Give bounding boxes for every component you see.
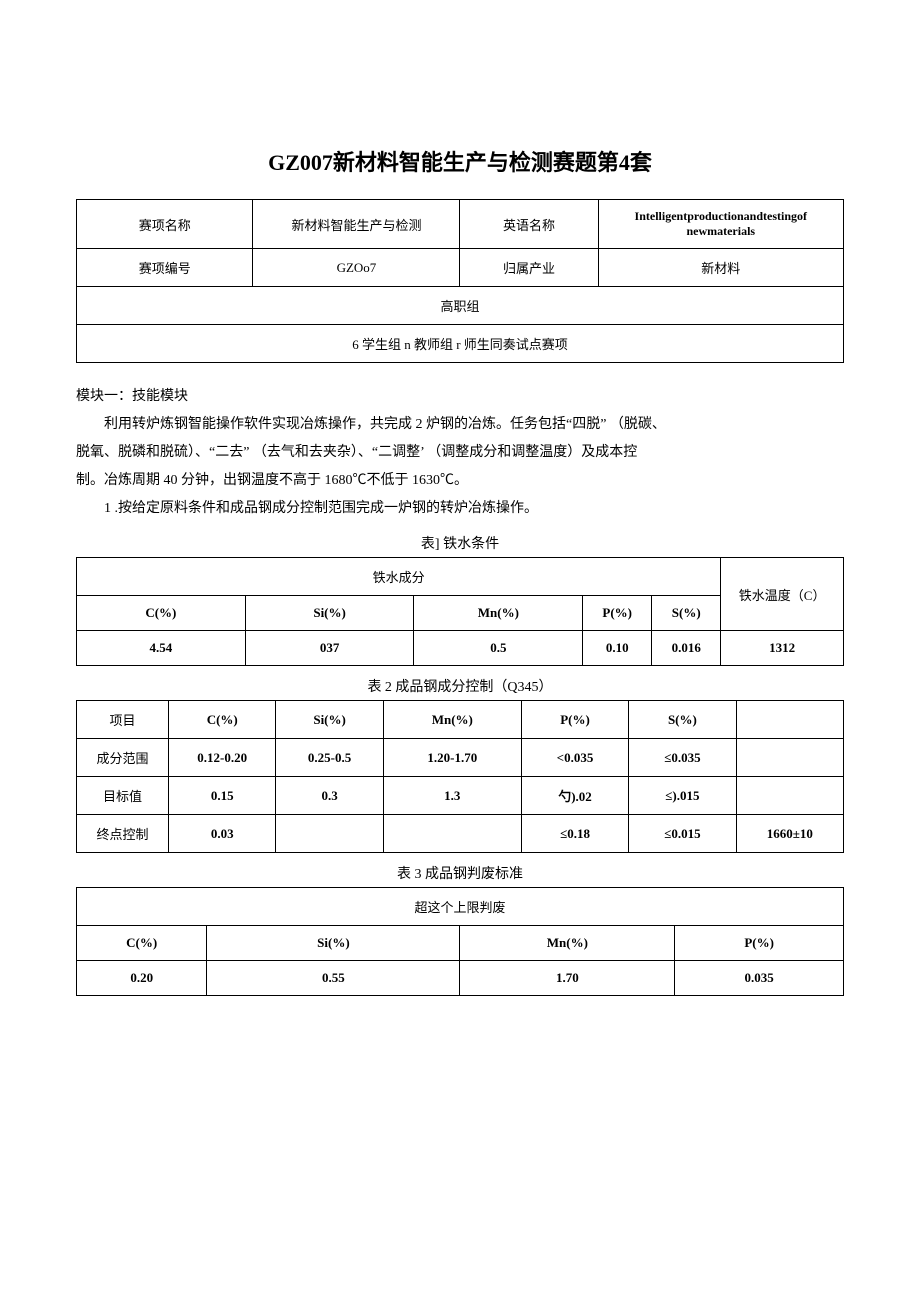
t2-r2c0: 终点控制 bbox=[77, 815, 169, 853]
page-title: GZ007新材料智能生产与检测赛题第4套 bbox=[76, 145, 844, 177]
table1-val-p: 0.10 bbox=[583, 631, 652, 666]
t3-col2: Mn(%) bbox=[460, 926, 675, 961]
t2-col2: Si(%) bbox=[276, 701, 383, 739]
meta-row-1: 赛项名称 新材料智能生产与检测 英语名称 Intelligentproducti… bbox=[77, 200, 844, 249]
item-1: 1 .按给定原料条件和成品钢成分控制范围完成一炉钢的转炉冶炼操作。 bbox=[76, 495, 844, 523]
table3-span-header: 超这个上限判废 bbox=[77, 888, 844, 926]
t3-col3: P(%) bbox=[675, 926, 844, 961]
table1-val-temp: 1312 bbox=[721, 631, 844, 666]
table3-header-row: C(%) Si(%) Mn(%) P(%) bbox=[77, 926, 844, 961]
t2-r1c6 bbox=[736, 777, 843, 815]
t2-col1: C(%) bbox=[169, 701, 276, 739]
t2-col0: 项目 bbox=[77, 701, 169, 739]
t3-col1: Si(%) bbox=[207, 926, 460, 961]
t2-r0c2: 0.25-0.5 bbox=[276, 739, 383, 777]
table2-header-row: 项目 C(%) Si(%) Mn(%) P(%) S(%) bbox=[77, 701, 844, 739]
t2-r0c3: 1.20-1.70 bbox=[383, 739, 521, 777]
meta-label-code: 赛项编号 bbox=[77, 249, 253, 287]
table1-temp-label: 铁水温度（C） bbox=[721, 558, 844, 631]
meta-val-name: 新材料智能生产与检测 bbox=[253, 200, 460, 249]
table1: 铁水成分 铁水温度（C） C(%) Si(%) Mn(%) P(%) S(%) … bbox=[76, 557, 844, 666]
table1-col-c: C(%) bbox=[77, 596, 246, 631]
t2-r2c1: 0.03 bbox=[169, 815, 276, 853]
table3-caption: 表 3 成品钢判废标准 bbox=[76, 863, 844, 883]
table1-val-si: 037 bbox=[245, 631, 414, 666]
t2-r0c6 bbox=[736, 739, 843, 777]
t2-col6 bbox=[736, 701, 843, 739]
paragraph-1a: 利用转炉炼钢智能操作软件实现冶炼操作，共完成 2 炉钢的冶炼。任务包括“四脱” … bbox=[76, 411, 844, 439]
table3: 超这个上限判废 C(%) Si(%) Mn(%) P(%) 0.20 0.55 … bbox=[76, 887, 844, 996]
table1-col-s: S(%) bbox=[652, 596, 721, 631]
table1-val-c: 4.54 bbox=[77, 631, 246, 666]
t2-r2c4: ≤0.18 bbox=[521, 815, 628, 853]
t2-r0c1: 0.12-0.20 bbox=[169, 739, 276, 777]
meta-label-name: 赛项名称 bbox=[77, 200, 253, 249]
meta-table: 赛项名称 新材料智能生产与检测 英语名称 Intelligentproducti… bbox=[76, 199, 844, 363]
paragraph-1b: 脱氧、脱磷和脱硫）、“二去” （去气和去夹杂）、“二调整’ （调整成分和调整温度… bbox=[76, 439, 844, 467]
t2-r2c6: 1660±10 bbox=[736, 815, 843, 853]
t2-r0c0: 成分范围 bbox=[77, 739, 169, 777]
meta-val-en: Intelligentproductionandtestingof newmat… bbox=[598, 200, 843, 249]
paragraph-1c: 制。冶炼周期 40 分钟，出钢温度不高于 1680℃不低于 1630℃。 bbox=[76, 467, 844, 495]
table3-data-row: 0.20 0.55 1.70 0.035 bbox=[77, 961, 844, 996]
meta-group: 高职组 bbox=[77, 287, 844, 325]
meta-val-code: GZOo7 bbox=[253, 249, 460, 287]
section-header: 模块一：技能模块 bbox=[76, 385, 844, 405]
t3-v1: 0.55 bbox=[207, 961, 460, 996]
table1-col-p: P(%) bbox=[583, 596, 652, 631]
t2-r1c4: 勺).02 bbox=[521, 777, 628, 815]
t2-r1c0: 目标值 bbox=[77, 777, 169, 815]
t2-r1c1: 0.15 bbox=[169, 777, 276, 815]
table1-caption: 表] 铁水条件 bbox=[76, 533, 844, 553]
meta-val-industry: 新材料 bbox=[598, 249, 843, 287]
table2-row-target: 目标值 0.15 0.3 1.3 勺).02 ≤).015 bbox=[77, 777, 844, 815]
table1-col-mn: Mn(%) bbox=[414, 596, 583, 631]
table1-data-row: 4.54 037 0.5 0.10 0.016 1312 bbox=[77, 631, 844, 666]
table2-row-range: 成分范围 0.12-0.20 0.25-0.5 1.20-1.70 <0.035… bbox=[77, 739, 844, 777]
t2-r2c5: ≤0.015 bbox=[629, 815, 736, 853]
t2-r0c5: ≤0.035 bbox=[629, 739, 736, 777]
t3-col0: C(%) bbox=[77, 926, 207, 961]
meta-category: 6 学生组 n 教师组 r 师生同奏试点赛项 bbox=[77, 325, 844, 363]
table1-val-s: 0.016 bbox=[652, 631, 721, 666]
meta-label-en: 英语名称 bbox=[460, 200, 598, 249]
table1-span-header: 铁水成分 bbox=[77, 558, 721, 596]
meta-row-2: 赛项编号 GZOo7 归属产业 新材料 bbox=[77, 249, 844, 287]
t2-col3: Mn(%) bbox=[383, 701, 521, 739]
meta-label-industry: 归属产业 bbox=[460, 249, 598, 287]
table1-col-si: Si(%) bbox=[245, 596, 414, 631]
t3-v0: 0.20 bbox=[77, 961, 207, 996]
t2-r2c2 bbox=[276, 815, 383, 853]
t3-v2: 1.70 bbox=[460, 961, 675, 996]
t2-r2c3 bbox=[383, 815, 521, 853]
t2-r1c2: 0.3 bbox=[276, 777, 383, 815]
meta-row-4: 6 学生组 n 教师组 r 师生同奏试点赛项 bbox=[77, 325, 844, 363]
table2-caption: 表 2 成品钢成分控制（Q345） bbox=[76, 676, 844, 696]
t2-r0c4: <0.035 bbox=[521, 739, 628, 777]
t2-col5: S(%) bbox=[629, 701, 736, 739]
table3-span-row: 超这个上限判废 bbox=[77, 888, 844, 926]
t2-r1c5: ≤).015 bbox=[629, 777, 736, 815]
table1-val-mn: 0.5 bbox=[414, 631, 583, 666]
table2-row-endpoint: 终点控制 0.03 ≤0.18 ≤0.015 1660±10 bbox=[77, 815, 844, 853]
t2-col4: P(%) bbox=[521, 701, 628, 739]
page-container: GZ007新材料智能生产与检测赛题第4套 赛项名称 新材料智能生产与检测 英语名… bbox=[0, 0, 920, 1062]
t2-r1c3: 1.3 bbox=[383, 777, 521, 815]
table2: 项目 C(%) Si(%) Mn(%) P(%) S(%) 成分范围 0.12-… bbox=[76, 700, 844, 853]
table1-header-row1: 铁水成分 铁水温度（C） bbox=[77, 558, 844, 596]
meta-row-3: 高职组 bbox=[77, 287, 844, 325]
t3-v3: 0.035 bbox=[675, 961, 844, 996]
